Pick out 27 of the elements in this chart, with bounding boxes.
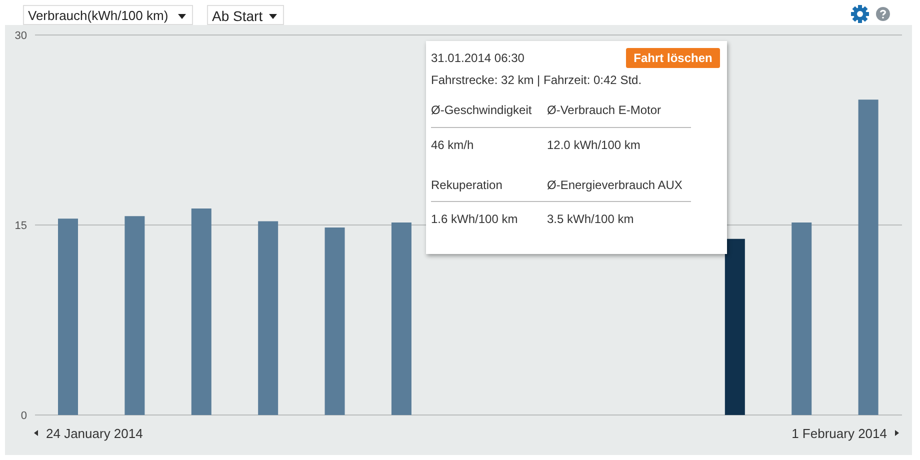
annotation: 31.01.2014 06:30 [431, 51, 524, 65]
bar [324, 228, 345, 415]
annotation: Ø-Energieverbrauch AUX [547, 178, 682, 192]
annotation: 3.5 kWh/100 km [547, 212, 634, 226]
annotation: Ø-Geschwindigkeit [431, 103, 532, 117]
y-tick-label: 30 [14, 30, 27, 42]
y-tick-label: 15 [14, 220, 27, 232]
annotation: 46 km/h [431, 138, 474, 152]
bar [792, 222, 812, 415]
annotation: 12.0 kWh/100 km [547, 138, 640, 152]
bar [124, 216, 145, 415]
bar [724, 238, 745, 415]
measure-dropdown: Verbrauch(kWh/100 km) [23, 5, 193, 25]
bar [191, 208, 212, 415]
annotation: 1.6 kWh/100 km [431, 212, 518, 226]
text: 1 February 2014 [792, 426, 887, 441]
bar [258, 221, 278, 415]
range-dropdown: Ab Start [207, 5, 284, 25]
annotation: Fahrstrecke: 32 km | Fahrzeit: 0:42 Std. [431, 73, 642, 87]
y-tick-label: 0 [20, 410, 27, 422]
text: 24 January 2014 [46, 426, 143, 441]
bar [858, 100, 878, 415]
delete-button: Fahrt löschen [626, 48, 720, 68]
bar [58, 218, 78, 415]
bar [391, 222, 412, 415]
annotation: Ø-Verbrauch E-Motor [547, 103, 662, 117]
annotation: Rekuperation [431, 178, 502, 192]
